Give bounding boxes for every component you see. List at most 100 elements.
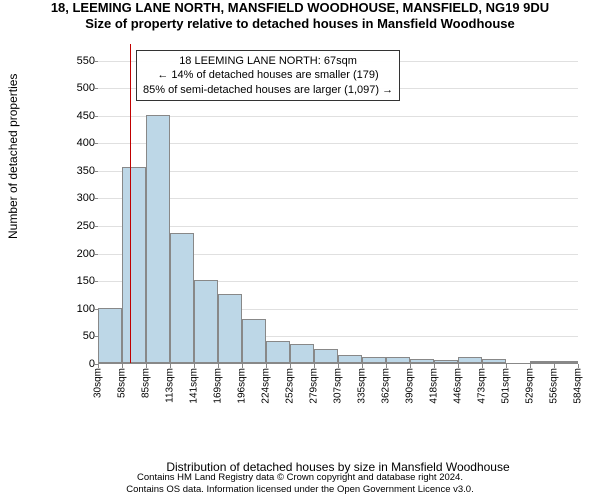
histogram-bar xyxy=(314,349,338,363)
x-tick-label: 113sqm xyxy=(165,368,176,403)
gridline xyxy=(98,226,578,227)
y-tick-label: 300 xyxy=(77,192,95,204)
x-tick-label: 85sqm xyxy=(141,368,152,398)
footer-line-2: Contains OS data. Information licensed u… xyxy=(0,484,600,496)
x-tick-label: 307sqm xyxy=(333,368,344,404)
y-tick xyxy=(94,281,98,282)
histogram-bar xyxy=(458,357,482,363)
y-tick xyxy=(94,226,98,227)
x-tick xyxy=(266,364,267,368)
annotation-line-2: ← 14% of detached houses are smaller (17… xyxy=(143,68,393,82)
y-tick xyxy=(94,61,98,62)
histogram-bar xyxy=(146,115,170,363)
x-tick-label: 556sqm xyxy=(549,368,560,404)
x-tick xyxy=(314,364,315,368)
x-tick xyxy=(98,364,99,368)
x-tick-label: 30sqm xyxy=(93,368,104,398)
x-tick xyxy=(530,364,531,368)
gridline xyxy=(98,171,578,172)
histogram-bar xyxy=(554,361,578,363)
x-tick xyxy=(578,364,579,368)
x-tick-label: 418sqm xyxy=(429,368,440,404)
x-tick xyxy=(434,364,435,368)
annotation-line-1: 18 LEEMING LANE NORTH: 67sqm xyxy=(143,54,393,68)
y-tick xyxy=(94,309,98,310)
histogram-bar xyxy=(338,355,362,363)
histogram-bar xyxy=(242,319,266,363)
x-tick-label: 335sqm xyxy=(357,368,368,404)
y-tick xyxy=(94,143,98,144)
x-tick xyxy=(386,364,387,368)
footer-line-1: Contains HM Land Registry data © Crown c… xyxy=(0,472,600,484)
footer-attribution: Contains HM Land Registry data © Crown c… xyxy=(0,472,600,496)
x-tick-label: 141sqm xyxy=(189,368,200,404)
histogram-bar xyxy=(98,308,122,363)
gridline xyxy=(98,198,578,199)
x-tick xyxy=(218,364,219,368)
page-title: 18, LEEMING LANE NORTH, MANSFIELD WOODHO… xyxy=(0,0,600,15)
x-tick-label: 529sqm xyxy=(525,368,536,404)
gridline xyxy=(98,143,578,144)
y-tick-label: 450 xyxy=(77,110,95,122)
x-tick xyxy=(242,364,243,368)
page-subtitle: Size of property relative to detached ho… xyxy=(0,16,600,31)
x-tick xyxy=(170,364,171,368)
histogram-bar xyxy=(530,361,554,363)
histogram-bar xyxy=(410,359,434,363)
y-tick xyxy=(94,88,98,89)
x-tick-label: 446sqm xyxy=(453,368,464,404)
y-tick xyxy=(94,116,98,117)
annotation-box: 18 LEEMING LANE NORTH: 67sqm← 14% of det… xyxy=(136,50,400,101)
histogram-bar xyxy=(434,360,458,363)
x-tick-label: 362sqm xyxy=(381,368,392,404)
x-tick xyxy=(362,364,363,368)
y-tick-label: 500 xyxy=(77,82,95,94)
y-tick xyxy=(94,171,98,172)
annotation-line-3: 85% of semi-detached houses are larger (… xyxy=(143,83,393,97)
x-tick xyxy=(410,364,411,368)
histogram-bar xyxy=(218,294,242,363)
histogram-bar xyxy=(266,341,290,363)
x-tick-label: 252sqm xyxy=(285,368,296,404)
x-tick-label: 390sqm xyxy=(405,368,416,404)
histogram-bar xyxy=(194,280,218,363)
y-tick xyxy=(94,254,98,255)
y-tick-label: 200 xyxy=(77,248,95,260)
x-tick xyxy=(506,364,507,368)
y-tick xyxy=(94,198,98,199)
x-tick xyxy=(122,364,123,368)
y-tick-label: 400 xyxy=(77,137,95,149)
marker-line xyxy=(130,44,131,363)
x-tick-label: 169sqm xyxy=(213,368,224,404)
gridline xyxy=(98,116,578,117)
x-tick xyxy=(194,364,195,368)
y-tick-label: 550 xyxy=(77,55,95,67)
y-tick-label: 250 xyxy=(77,220,95,232)
histogram-bar xyxy=(290,344,314,363)
x-tick-label: 501sqm xyxy=(501,368,512,404)
x-tick xyxy=(554,364,555,368)
histogram-bar xyxy=(362,357,386,363)
histogram-bar xyxy=(386,357,410,363)
x-tick-label: 584sqm xyxy=(573,368,584,404)
x-tick-label: 473sqm xyxy=(477,368,488,404)
histogram-bar xyxy=(170,233,194,363)
y-tick-label: 150 xyxy=(77,275,95,287)
x-tick xyxy=(146,364,147,368)
histogram-bar xyxy=(122,167,146,363)
x-tick xyxy=(338,364,339,368)
x-tick-label: 196sqm xyxy=(237,368,248,404)
y-tick xyxy=(94,336,98,337)
x-tick xyxy=(482,364,483,368)
histogram-bar xyxy=(482,359,506,363)
y-tick-label: 100 xyxy=(77,303,95,315)
x-tick xyxy=(290,364,291,368)
plot-area: 18 LEEMING LANE NORTH: 67sqm← 14% of det… xyxy=(98,44,578,364)
x-tick-label: 279sqm xyxy=(309,368,320,404)
x-tick xyxy=(458,364,459,368)
y-axis-label: Number of detached properties xyxy=(6,74,20,239)
y-tick-label: 350 xyxy=(77,165,95,177)
x-tick-label: 224sqm xyxy=(261,368,272,404)
chart-container: Number of detached properties 18 LEEMING… xyxy=(50,42,585,422)
x-tick-label: 58sqm xyxy=(117,368,128,398)
